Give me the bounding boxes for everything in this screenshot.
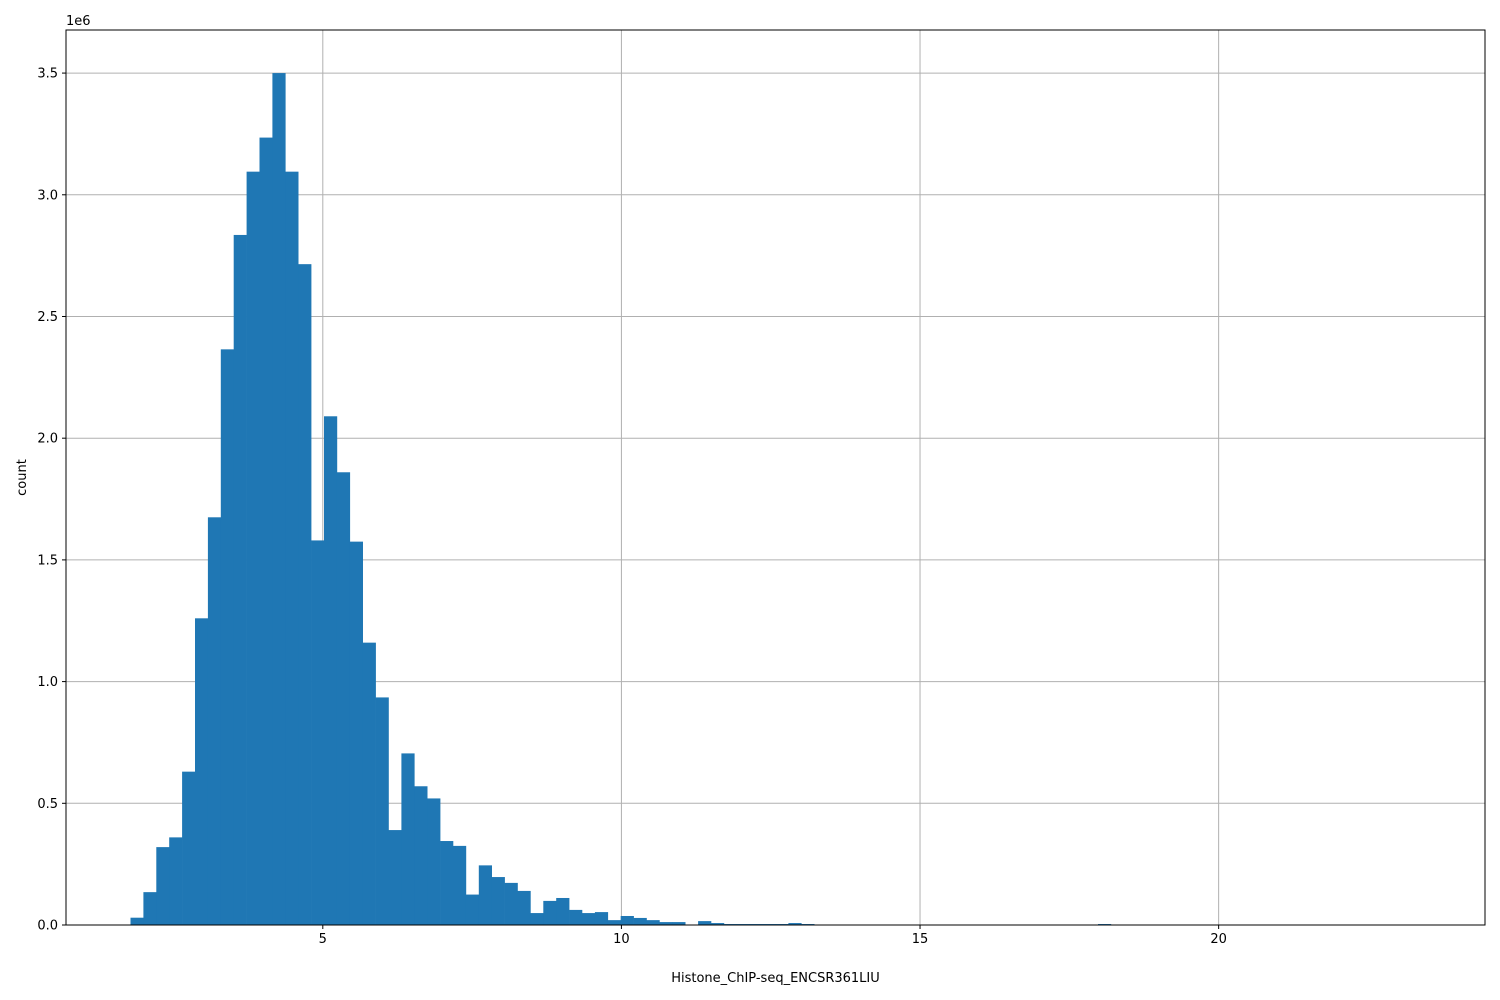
histogram-bar xyxy=(349,541,363,925)
histogram-bar xyxy=(324,416,338,925)
y-axis: 0.0 0.5 1.0 1.5 2.0 2.5 3.0 3.5 xyxy=(37,67,66,934)
histogram-bar xyxy=(375,697,389,925)
plot-frame xyxy=(65,29,1486,926)
y-tick-label: 3.0 xyxy=(37,188,58,203)
histogram-bar xyxy=(401,753,415,925)
y-tick-label: 2.0 xyxy=(37,432,58,447)
histogram-bar xyxy=(607,920,621,925)
x-tick-label: 15 xyxy=(912,932,929,947)
histogram-bar xyxy=(143,892,157,925)
histogram-bar xyxy=(272,73,286,925)
histogram-bar xyxy=(543,900,557,925)
histogram-bar xyxy=(594,912,609,925)
histogram-bar xyxy=(698,921,712,925)
histogram-bar xyxy=(659,922,673,925)
y-axis-label: count xyxy=(15,459,30,496)
histogram-bar xyxy=(620,915,634,925)
histogram-bar xyxy=(182,771,196,925)
y-tick-label: 2.5 xyxy=(37,310,58,325)
histogram-bar xyxy=(582,913,596,925)
y-tick-label: 1.0 xyxy=(37,675,58,690)
y-tick-label: 1.5 xyxy=(37,553,58,568)
histogram-bar xyxy=(246,171,260,925)
x-axis-label: Histone_ChIP-seq_ENCSR361LIU xyxy=(671,971,880,986)
histogram-bar xyxy=(207,517,222,925)
x-tick-label: 5 xyxy=(319,932,327,947)
y-tick-label: 0.5 xyxy=(37,797,58,812)
histogram-bar xyxy=(336,472,351,925)
histogram-bar xyxy=(195,618,209,925)
histogram-bar xyxy=(285,171,299,925)
histogram-bar xyxy=(504,882,518,925)
histogram-bar xyxy=(646,920,660,925)
histogram-bar xyxy=(491,877,505,925)
histogram-bar xyxy=(478,865,492,925)
histogram-bar xyxy=(414,786,428,925)
histogram-bar xyxy=(259,137,273,926)
histogram-bar xyxy=(465,894,480,925)
histogram-bar xyxy=(530,913,544,925)
y-offset-label: 1e6 xyxy=(66,14,91,29)
histogram-bar xyxy=(440,841,454,925)
histogram-bar xyxy=(788,923,802,925)
histogram-bar xyxy=(311,540,325,925)
histogram-bar xyxy=(156,847,170,925)
x-tick-label: 20 xyxy=(1210,932,1227,947)
histogram-bar xyxy=(556,897,570,925)
histogram-bar xyxy=(672,922,686,925)
y-tick-label: 3.5 xyxy=(37,67,58,82)
histogram-bar xyxy=(233,234,247,925)
histogram-bar xyxy=(298,264,312,926)
histogram-bar xyxy=(362,642,376,925)
histogram-bar xyxy=(130,917,144,925)
histogram-bar xyxy=(169,837,183,925)
histogram-bar xyxy=(453,845,467,925)
x-tick-label: 10 xyxy=(613,932,630,947)
bars xyxy=(130,73,1112,926)
x-axis: 5 10 15 20 xyxy=(319,925,1227,947)
histogram-bar xyxy=(633,917,647,925)
histogram-bar xyxy=(220,349,234,925)
histogram-bar xyxy=(517,890,531,925)
histogram-bar xyxy=(711,923,725,925)
histogram-bar xyxy=(388,830,402,925)
y-tick-label: 0.0 xyxy=(37,919,58,934)
histogram-bar xyxy=(427,798,441,925)
histogram-bar xyxy=(569,909,583,925)
